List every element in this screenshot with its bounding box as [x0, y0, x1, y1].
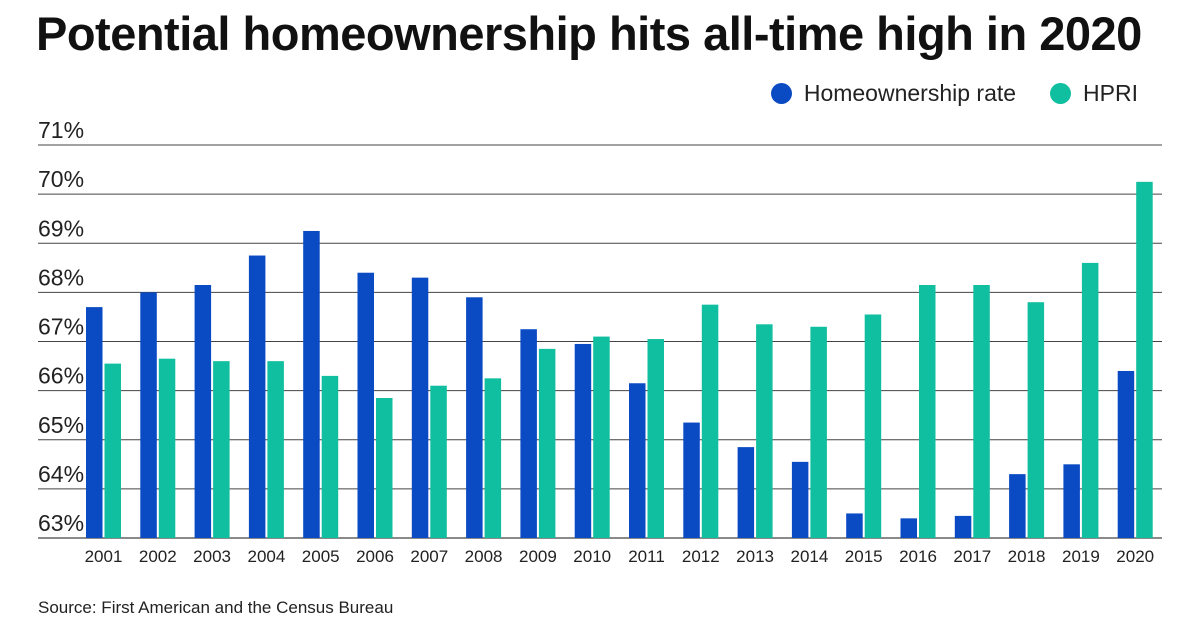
x-tick-label: 2012: [682, 547, 720, 566]
x-tick-label: 2014: [790, 547, 828, 566]
bar-homeownership-rate: [1063, 464, 1080, 538]
bar-homeownership-rate: [303, 230, 320, 538]
bar-hpri: [1027, 302, 1045, 538]
bar-homeownership-rate: [574, 343, 592, 538]
bar-homeownership-rate: [629, 383, 646, 538]
x-tick-label: 2013: [736, 547, 774, 566]
x-tick-label: 2008: [465, 547, 503, 566]
y-tick-label: 64%: [38, 461, 84, 487]
y-tick-label: 63%: [38, 510, 84, 536]
y-tick-label: 65%: [38, 412, 84, 438]
bar-homeownership-rate: [846, 513, 863, 538]
legend-marker-homeownership: [770, 83, 792, 104]
y-tick-label: 66%: [38, 363, 84, 389]
bar-homeownership-rate: [954, 515, 972, 538]
bar-homeownership-rate: [194, 285, 212, 538]
bar-hpri: [213, 361, 230, 538]
bar-homeownership-rate: [86, 307, 103, 538]
chart-title: Potential homeownership hits all-time hi…: [36, 7, 1142, 60]
bar-hpri: [756, 324, 773, 538]
source-note: Source: First American and the Census Bu…: [38, 598, 394, 617]
bar-homeownership-rate: [140, 292, 157, 538]
x-tick-label: 2005: [302, 547, 340, 566]
bar-hpri: [647, 339, 664, 538]
bar-hpri: [864, 314, 882, 538]
y-tick-label: 71%: [38, 117, 84, 143]
bar-homeownership-rate: [248, 255, 266, 538]
bar-hpri: [1081, 262, 1099, 538]
x-tick-label: 2002: [139, 547, 177, 566]
bar-homeownership-rate: [683, 422, 700, 538]
x-tick-label: 2020: [1116, 547, 1154, 566]
x-tick-label: 2006: [356, 547, 394, 566]
bar-homeownership-rate: [411, 277, 429, 538]
bar-hpri: [701, 304, 719, 538]
bar-hpri: [321, 375, 339, 538]
bar-hpri: [158, 358, 176, 538]
x-tick-label: 2003: [193, 547, 231, 566]
y-tick-label: 68%: [38, 264, 84, 290]
bar-hpri: [484, 378, 502, 538]
x-tick-label: 2001: [85, 547, 123, 566]
x-tick-label: 2004: [247, 547, 285, 566]
bar-hpri: [810, 326, 827, 538]
x-tick-label: 2007: [410, 547, 448, 566]
bar-hpri: [267, 361, 284, 538]
bar-homeownership-rate: [1009, 474, 1026, 538]
x-tick-label: 2019: [1062, 547, 1100, 566]
y-tick-label: 70%: [38, 166, 84, 192]
bar-hpri: [104, 363, 121, 538]
x-tick-label: 2018: [1008, 547, 1046, 566]
x-tick-label: 2016: [899, 547, 937, 566]
legend-label-hpri: HPRI: [1083, 80, 1138, 106]
bar-homeownership-rate: [466, 297, 483, 538]
legend-item-homeownership: Homeownership rate: [770, 80, 1017, 107]
y-tick-label: 67%: [38, 314, 84, 340]
bar-hpri: [430, 385, 447, 538]
legend-label-homeownership: Homeownership rate: [803, 80, 1017, 106]
legend: Homeownership rate HPRI: [737, 80, 1138, 107]
x-tick-label: 2010: [573, 547, 611, 566]
y-tick-label: 69%: [38, 215, 84, 241]
bar-homeownership-rate: [791, 461, 809, 538]
bar-homeownership-rate: [520, 329, 537, 538]
bar-hpri: [973, 285, 990, 538]
bar-hpri: [919, 285, 936, 538]
legend-item-hpri: HPRI: [1050, 80, 1138, 107]
bar-homeownership-rate: [737, 447, 755, 538]
bar-hpri: [593, 336, 610, 538]
x-tick-label: 2015: [845, 547, 883, 566]
bar-hpri: [1136, 181, 1153, 538]
bar-homeownership-rate: [357, 272, 374, 538]
bar-homeownership-rate: [1117, 370, 1135, 538]
x-tick-label: 2017: [953, 547, 991, 566]
bar-hpri: [376, 397, 393, 538]
legend-marker-hpri: [1050, 83, 1072, 104]
bar-homeownership-rate: [900, 518, 917, 538]
x-tick-label: 2011: [628, 547, 665, 566]
bar-hpri: [538, 348, 556, 538]
x-tick-label: 2009: [519, 547, 557, 566]
